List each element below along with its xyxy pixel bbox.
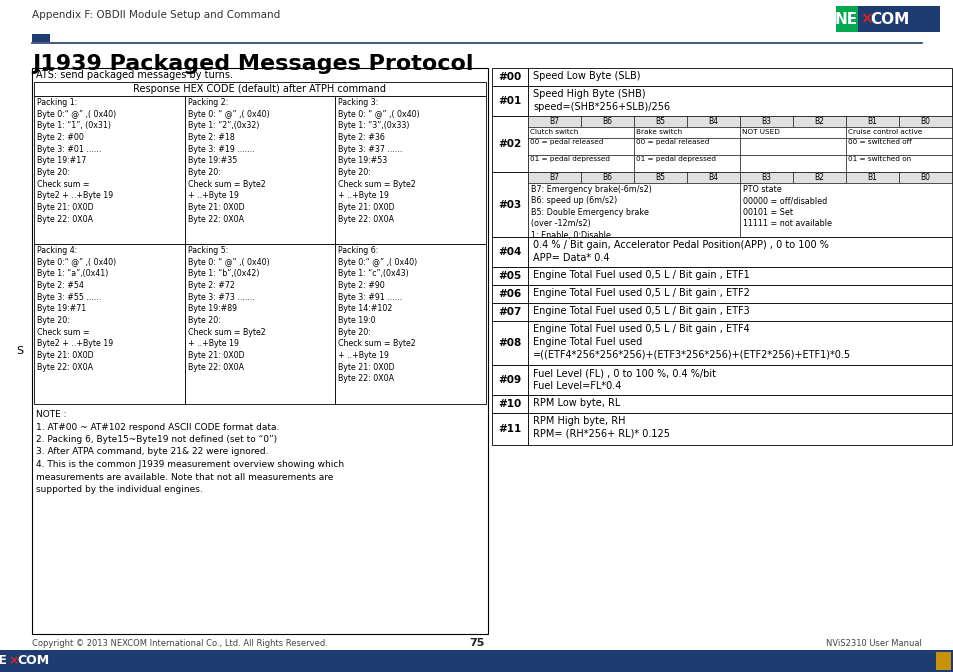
Text: Engine Total Fuel used 0,5 L / Bit gain , ETF2: Engine Total Fuel used 0,5 L / Bit gain … [533, 288, 749, 298]
Bar [527, 303, 951, 321]
Bar [527, 138, 634, 155]
Text: B6: B6 [602, 173, 612, 182]
Bar [492, 172, 527, 237]
Text: B7: B7 [549, 117, 558, 126]
Bar [845, 116, 898, 127]
Bar [527, 172, 951, 237]
Bar [580, 116, 634, 127]
Text: B2: B2 [814, 117, 823, 126]
Text: COM: COM [17, 655, 49, 667]
Text: B6: B6 [602, 117, 612, 126]
Bar [492, 321, 527, 365]
Text: NOTE :
1. AT#00 ~ AT#102 respond ASCII CODE format data.
2. Packing 6, Byte15~By: NOTE : 1. AT#00 ~ AT#102 respond ASCII C… [36, 410, 344, 494]
Text: COM: COM [869, 11, 908, 26]
Text: B0: B0 [920, 173, 929, 182]
Text: Speed High Byte (SHB)
speed=(SHB*256+SLB)/256: Speed High Byte (SHB) speed=(SHB*256+SLB… [533, 89, 669, 112]
Bar [492, 116, 527, 172]
Text: ATS: send packaged messages by turns.: ATS: send packaged messages by turns. [36, 70, 233, 80]
Text: Speed Low Byte (SLB): Speed Low Byte (SLB) [533, 71, 639, 81]
Text: B2: B2 [814, 173, 823, 182]
Text: Packing 4:
Byte 0:“ @” ,( 0x40)
Byte 1: “a”,(0x41)
Byte 2: #54
Byte 3: #55 .....: Packing 4: Byte 0:“ @” ,( 0x40) Byte 1: … [37, 246, 116, 372]
Bar [527, 86, 951, 116]
Text: B3: B3 [760, 173, 771, 182]
Bar [845, 127, 951, 138]
Bar [686, 172, 740, 183]
Bar [492, 365, 527, 395]
Bar [492, 285, 527, 303]
Text: 01 = switched on: 01 = switched on [847, 156, 910, 162]
Text: 00 = pedal released: 00 = pedal released [636, 139, 709, 145]
Bar [792, 116, 845, 127]
Bar [740, 127, 845, 138]
Text: 0.4 % / Bit gain, Accelerator Pedal Position(APP) , 0 to 100 %
APP= Data* 0.4: 0.4 % / Bit gain, Accelerator Pedal Posi… [533, 240, 828, 263]
Bar [740, 116, 792, 127]
Text: Engine Total Fuel used 0,5 L / Bit gain , ETF1: Engine Total Fuel used 0,5 L / Bit gain … [533, 270, 749, 280]
Text: #11: #11 [497, 424, 521, 434]
Bar [527, 395, 951, 413]
Bar [686, 116, 740, 127]
Bar [492, 68, 527, 86]
Bar [898, 116, 951, 127]
Text: Cruise control active: Cruise control active [847, 129, 922, 135]
Bar [34, 82, 485, 96]
Bar [492, 267, 527, 285]
Text: #10: #10 [497, 399, 521, 409]
Text: Brake switch: Brake switch [636, 129, 681, 135]
Bar [580, 172, 634, 183]
Text: 00 = pedal released: 00 = pedal released [530, 139, 602, 145]
Text: RPM High byte, RH
RPM= (RH*256+ RL)* 0.125: RPM High byte, RH RPM= (RH*256+ RL)* 0.1… [533, 416, 669, 439]
Bar [527, 321, 951, 365]
Bar [845, 155, 951, 172]
Text: Copyright © 2013 NEXCOM International Co., Ltd. All Rights Reserved.: Copyright © 2013 NEXCOM International Co… [32, 639, 328, 648]
Text: Packing 5:
Byte 0: “ @” ,( 0x40)
Byte 1: “b”,(0x42)
Byte 2: #72
Byte 3: #73 ....: Packing 5: Byte 0: “ @” ,( 0x40) Byte 1:… [188, 246, 269, 372]
Bar [185, 96, 335, 244]
Text: #01: #01 [497, 96, 521, 106]
Text: Packing 6:
Byte 0:“ @” ,( 0x40)
Byte 1: “c”,(0x43)
Byte 2: #90
Byte 3: #91 .....: Packing 6: Byte 0:“ @” ,( 0x40) Byte 1: … [338, 246, 417, 383]
Bar [740, 138, 845, 155]
Text: #00: #00 [497, 72, 521, 82]
Text: Response HEX CODE (default) after ATPH command: Response HEX CODE (default) after ATPH c… [133, 84, 386, 94]
Text: #03: #03 [497, 200, 521, 210]
Bar [634, 155, 740, 172]
Bar [835, 6, 939, 32]
Bar [740, 172, 792, 183]
Text: 01 = pedal depressed: 01 = pedal depressed [636, 156, 716, 162]
Bar [492, 395, 527, 413]
Text: ×: × [8, 655, 18, 667]
Text: J1939 Packaged Messages Protocol: J1939 Packaged Messages Protocol [32, 54, 473, 74]
Text: B7: B7 [549, 173, 558, 182]
Bar [634, 172, 686, 183]
Text: NOT USED: NOT USED [741, 129, 779, 135]
Bar [32, 34, 50, 42]
Text: 01 = pedal depressed: 01 = pedal depressed [530, 156, 609, 162]
Bar [492, 86, 527, 116]
Bar [527, 285, 951, 303]
Bar [740, 155, 845, 172]
Text: B0: B0 [920, 117, 929, 126]
Bar [527, 127, 634, 138]
Text: Packing 2:
Byte 0: “ @” ,( 0x40)
Byte 1: “2”,(0x32)
Byte 2: #18
Byte 3: #19 ....: Packing 2: Byte 0: “ @” ,( 0x40) Byte 1:… [188, 98, 269, 224]
Bar [527, 413, 951, 445]
Bar [335, 244, 485, 404]
Text: NViS2310 User Manual: NViS2310 User Manual [825, 639, 921, 648]
Bar [34, 244, 185, 404]
Bar [527, 267, 951, 285]
Bar [34, 96, 185, 244]
Bar [634, 138, 740, 155]
Bar [527, 155, 634, 172]
Bar [792, 172, 845, 183]
Text: 00 = switched off: 00 = switched off [847, 139, 911, 145]
Bar [845, 172, 898, 183]
Text: S: S [16, 346, 24, 356]
Text: #06: #06 [497, 289, 521, 299]
Bar [335, 96, 485, 244]
Bar [185, 244, 335, 404]
Bar [527, 116, 951, 172]
Text: RPM Low byte, RL: RPM Low byte, RL [533, 398, 619, 408]
Text: B4: B4 [708, 117, 718, 126]
Bar [527, 237, 951, 267]
Text: NE: NE [0, 655, 8, 667]
Text: #04: #04 [497, 247, 521, 257]
Bar [0, 650, 953, 672]
Text: ×: × [859, 11, 872, 26]
